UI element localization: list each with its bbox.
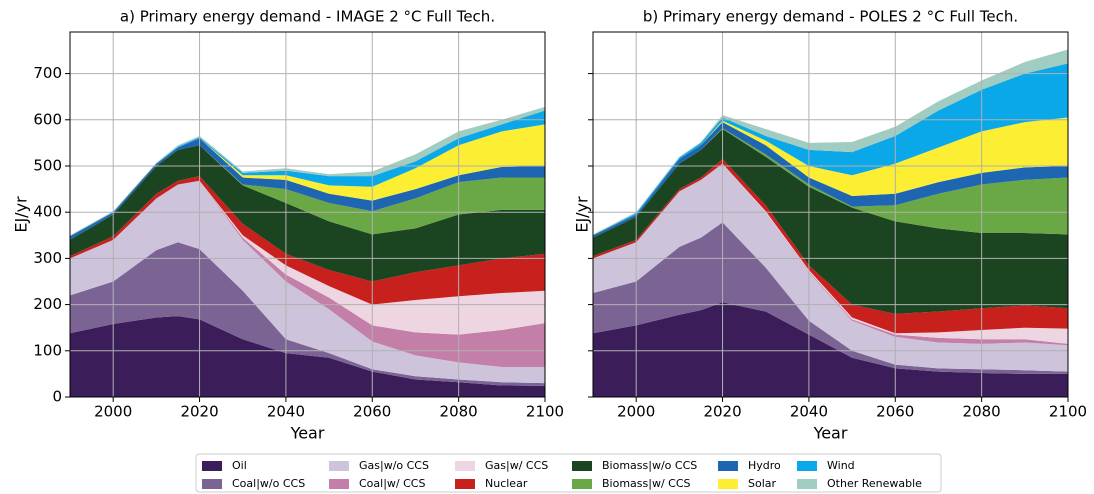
y-tick-label: 300 xyxy=(33,249,62,267)
legend-label: Coal|w/o CCS xyxy=(232,477,305,490)
area xyxy=(70,138,545,240)
x-axis-label: Year xyxy=(813,424,848,443)
x-tick-label: 2060 xyxy=(353,403,391,421)
area xyxy=(70,316,545,397)
legend-label: Other Renewable xyxy=(827,477,922,490)
area xyxy=(593,128,1068,238)
area xyxy=(70,145,545,282)
legend-swatch xyxy=(718,461,738,471)
legend-box xyxy=(195,453,942,493)
x-tick-label: 2060 xyxy=(876,403,914,421)
legend-label: Oil xyxy=(232,459,247,472)
x-tick-label: 2080 xyxy=(963,403,1001,421)
area xyxy=(70,106,545,237)
legend-swatch xyxy=(572,461,592,471)
legend-swatch xyxy=(455,461,475,471)
area xyxy=(593,302,1068,397)
y-axis-label: EJ/yr xyxy=(573,196,592,233)
area xyxy=(70,180,545,367)
x-tick-label: 2000 xyxy=(94,403,132,421)
y-tick-label: 200 xyxy=(33,295,62,313)
area xyxy=(70,180,545,384)
x-tick-label: 2080 xyxy=(440,403,478,421)
x-tick-label: 2000 xyxy=(617,403,655,421)
area xyxy=(593,222,1068,374)
area xyxy=(593,129,1068,314)
area xyxy=(70,145,545,240)
x-tick-label: 2040 xyxy=(267,403,305,421)
x-tick-label: 2020 xyxy=(703,403,741,421)
legend-swatch xyxy=(718,479,738,489)
legend-swatch xyxy=(572,479,592,489)
legend-label: Solar xyxy=(748,477,777,490)
x-tick-label: 2040 xyxy=(790,403,828,421)
y-tick-label: 100 xyxy=(33,341,62,359)
legend-swatch xyxy=(797,479,817,489)
area xyxy=(70,180,545,335)
area xyxy=(593,49,1068,236)
legend-label: Biomass|w/o CCS xyxy=(602,459,697,472)
x-tick-label: 2020 xyxy=(180,403,218,421)
legend-label: Gas|w/ CCS xyxy=(485,459,548,472)
legend-swatch xyxy=(202,479,222,489)
legend-label: Gas|w/o CCS xyxy=(359,459,429,472)
area xyxy=(593,117,1068,236)
legend-label: Wind xyxy=(827,459,855,472)
legend-swatch xyxy=(329,461,349,471)
area xyxy=(593,159,1068,334)
area xyxy=(593,63,1068,236)
plot-frame xyxy=(69,31,546,398)
area xyxy=(593,122,1068,238)
plot-frame xyxy=(592,31,1069,398)
legend-swatch xyxy=(455,479,475,489)
legend-label: Hydro xyxy=(748,459,781,472)
x-tick-label: 2100 xyxy=(1049,403,1087,421)
y-tick-label: 500 xyxy=(33,156,62,174)
y-tick-label: 0 xyxy=(52,388,62,406)
legend-label: Coal|w/ CCS xyxy=(359,477,425,490)
y-tick-label: 400 xyxy=(33,203,62,221)
legend-swatch xyxy=(329,479,349,489)
y-tick-label: 600 xyxy=(33,110,62,128)
x-axis-label: Year xyxy=(290,424,325,443)
area xyxy=(70,242,545,386)
chart-title: b) Primary energy demand - POLES 2 °C Fu… xyxy=(643,8,1018,26)
legend-label: Nuclear xyxy=(485,477,528,490)
legend-swatch xyxy=(797,461,817,471)
area xyxy=(593,163,1068,372)
area xyxy=(70,124,545,237)
legend-swatch xyxy=(202,461,222,471)
chart-title: a) Primary energy demand - IMAGE 2 °C Fu… xyxy=(120,8,495,26)
area xyxy=(70,176,545,305)
y-axis-label: EJ/yr xyxy=(12,196,31,233)
y-tick-label: 700 xyxy=(33,64,62,82)
legend-label: Biomass|w/ CCS xyxy=(602,477,691,490)
x-tick-label: 2100 xyxy=(526,403,564,421)
